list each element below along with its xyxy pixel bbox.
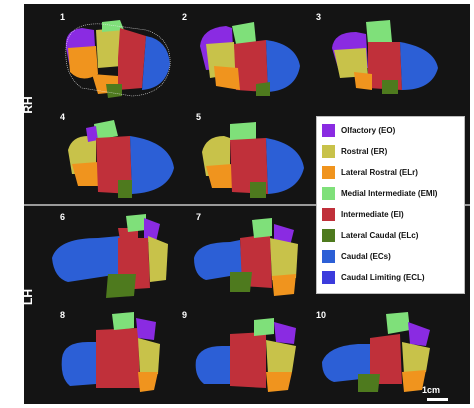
legend-swatch-medial-intermediate bbox=[322, 186, 335, 200]
legend-item-olfactory: Olfactory (EO) bbox=[322, 121, 395, 139]
brain-rendering-10 bbox=[322, 312, 430, 392]
legend-item-rostral: Rostral (ER) bbox=[322, 142, 387, 160]
panel-number-7: 7 bbox=[196, 212, 202, 222]
brain-rendering-9 bbox=[195, 318, 296, 392]
legend-item-lateral-caudal: Lateral Caudal (ELc) bbox=[322, 226, 418, 244]
brain-rendering-8 bbox=[61, 312, 160, 392]
brain-rendering-5 bbox=[202, 122, 304, 198]
brain-rendering-3 bbox=[332, 20, 438, 94]
legend-label-olfactory: Olfactory (EO) bbox=[341, 125, 396, 135]
legend-item-caudal-limiting: Caudal Limiting (ECL) bbox=[322, 268, 425, 286]
legend-swatch-caudal-limiting bbox=[322, 270, 335, 284]
legend-swatch-caudal bbox=[322, 249, 335, 263]
panel-number-1: 1 bbox=[60, 12, 66, 22]
legend-label-medial-intermediate: Medial Intermediate (EMI) bbox=[341, 188, 438, 198]
legend-swatch-lateral-caudal bbox=[322, 228, 335, 242]
legend-swatch-lateral-rostral bbox=[322, 165, 335, 179]
panel-number-2: 2 bbox=[182, 12, 188, 22]
legend-label-lateral-rostral: Lateral Rostral (ELr) bbox=[341, 167, 418, 177]
legend-item-caudal: Caudal (ECs) bbox=[322, 247, 391, 265]
brain-rendering-1 bbox=[65, 20, 171, 98]
panel-number-4: 4 bbox=[60, 112, 66, 122]
legend-label-caudal-limiting: Caudal Limiting (ECL) bbox=[341, 272, 425, 282]
panel-number-6: 6 bbox=[60, 212, 66, 222]
legend-item-medial-intermediate: Medial Intermediate (EMI) bbox=[322, 184, 437, 202]
panel-number-3: 3 bbox=[316, 12, 322, 22]
brain-rendering-6 bbox=[52, 214, 168, 298]
panel-number-5: 5 bbox=[196, 112, 202, 122]
brain-rendering-7 bbox=[194, 218, 298, 296]
hemisphere-divider bbox=[24, 204, 470, 206]
panel-number-10: 10 bbox=[316, 310, 327, 320]
legend-swatch-olfactory bbox=[322, 123, 335, 137]
lh-label: LH bbox=[21, 289, 35, 305]
panel-number-8: 8 bbox=[60, 310, 66, 320]
legend-label-intermediate: Intermediate (EI) bbox=[341, 209, 404, 219]
legend-item-intermediate: Intermediate (EI) bbox=[322, 205, 404, 223]
legend-item-lateral-rostral: Lateral Rostral (ELr) bbox=[322, 163, 418, 181]
legend: Olfactory (EO) Rostral (ER) Lateral Rost… bbox=[316, 116, 465, 294]
brain-rendering-4 bbox=[68, 120, 174, 198]
scale-bar-label: 1cm bbox=[422, 385, 441, 395]
legend-label-lateral-caudal: Lateral Caudal (ELc) bbox=[341, 230, 419, 240]
brain-rendering-2 bbox=[200, 22, 300, 96]
panel-number-9: 9 bbox=[182, 310, 188, 320]
rh-label: RH bbox=[21, 96, 35, 114]
legend-label-caudal: Caudal (ECs) bbox=[341, 251, 391, 261]
legend-swatch-rostral bbox=[322, 144, 335, 158]
legend-label-rostral: Rostral (ER) bbox=[341, 146, 388, 156]
scale-bar bbox=[427, 398, 448, 401]
legend-swatch-intermediate bbox=[322, 207, 335, 221]
